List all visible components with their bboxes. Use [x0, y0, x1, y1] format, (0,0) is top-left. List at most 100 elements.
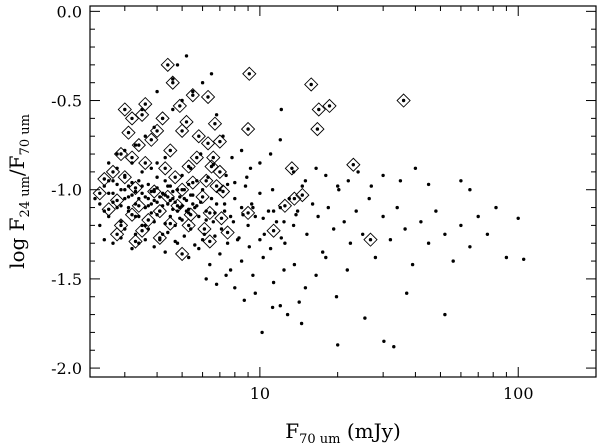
data-point	[316, 214, 320, 219]
diamond-point	[311, 102, 326, 117]
data-point	[163, 155, 167, 160]
diamond-marker	[109, 227, 125, 242]
diamond-center-dot	[246, 127, 250, 131]
data-point	[200, 238, 205, 242]
data-point	[214, 202, 219, 206]
data-point	[270, 305, 275, 310]
diamond-center-dot	[208, 211, 212, 215]
data-point	[345, 268, 349, 272]
diamond-point	[220, 225, 235, 240]
data-point	[233, 286, 237, 290]
diamond-marker	[92, 186, 107, 201]
diamond-point	[128, 180, 143, 196]
data-point	[246, 223, 250, 228]
diamond-point	[147, 184, 162, 199]
diamond-center-dot	[401, 98, 406, 103]
diamond-marker	[163, 216, 178, 231]
data-point	[219, 227, 224, 231]
data-point	[126, 195, 131, 199]
diamond-marker	[117, 170, 132, 185]
diamond-marker	[214, 211, 229, 226]
data-point	[107, 191, 111, 195]
diamond-center-dot	[197, 134, 201, 138]
data-point	[261, 255, 265, 260]
diamond-point	[189, 150, 204, 165]
diamond-center-dot	[140, 113, 144, 117]
diamond-marker	[149, 123, 165, 138]
data-point	[324, 173, 328, 178]
data-point	[209, 196, 214, 201]
data-point	[516, 216, 520, 220]
diamond-point	[105, 164, 121, 180]
data-point	[224, 173, 228, 178]
data-point	[155, 200, 159, 204]
data-point	[332, 227, 336, 231]
data-point	[204, 218, 208, 222]
diamond-marker	[131, 137, 146, 153]
data-point	[111, 179, 115, 183]
data-point	[228, 268, 233, 272]
data-point	[459, 179, 463, 183]
diamond-marker	[220, 225, 235, 240]
data-point	[233, 180, 237, 185]
diamond-center-dot	[351, 163, 355, 167]
data-point	[218, 252, 222, 256]
diamond-center-dot	[160, 116, 165, 121]
data-point	[297, 300, 301, 304]
data-point	[225, 241, 230, 245]
diamond-center-dot	[191, 93, 195, 97]
diamond-center-dot	[309, 82, 313, 87]
data-point	[266, 209, 271, 213]
diamond-center-dot	[221, 189, 225, 194]
data-point	[336, 184, 340, 188]
diamond-point	[215, 184, 231, 199]
data-point	[166, 184, 170, 188]
diamond-center-dot	[195, 155, 199, 160]
data-point	[133, 143, 138, 147]
diamond-marker	[277, 198, 293, 213]
diamond-center-dot	[143, 161, 147, 165]
diamond-center-dot	[130, 213, 134, 217]
data-point	[451, 259, 455, 263]
data-point	[171, 107, 175, 112]
data-point	[123, 148, 127, 153]
data-point	[214, 282, 219, 286]
diamond-marker	[189, 150, 204, 165]
diamond-center-dot	[200, 195, 205, 199]
diamond-center-dot	[211, 155, 215, 160]
diamond-center-dot	[123, 107, 127, 112]
data-point	[443, 312, 447, 317]
diamond-point	[97, 171, 112, 187]
data-point	[155, 175, 159, 179]
data-point	[278, 304, 282, 308]
diamond-marker	[199, 173, 214, 188]
data-point	[149, 202, 153, 206]
data-point	[98, 223, 102, 228]
data-point	[233, 196, 237, 201]
diamond-point	[284, 161, 300, 176]
diamond-marker	[160, 57, 175, 72]
diamond-center-dot	[133, 186, 138, 190]
data-point	[197, 246, 201, 251]
diamond-marker	[195, 189, 210, 204]
diamond-marker	[117, 102, 132, 117]
diamond-point	[185, 175, 200, 190]
diamond-marker	[266, 223, 281, 238]
data-point	[158, 195, 162, 199]
data-point	[143, 195, 147, 199]
diamond-point	[240, 121, 256, 137]
diamond-marker	[172, 98, 187, 114]
data-point	[268, 152, 273, 156]
data-point	[168, 184, 172, 188]
y-axis-label-sub1: 24 um	[18, 176, 33, 217]
diamond-marker	[346, 157, 361, 172]
diamond-center-dot	[166, 195, 170, 199]
data-point	[361, 232, 365, 236]
diamond-marker	[310, 121, 325, 137]
data-point	[274, 220, 279, 224]
data-point	[468, 245, 472, 249]
diamond-marker	[207, 116, 223, 131]
data-point	[291, 223, 296, 228]
diamond-marker	[204, 159, 219, 174]
diamond-marker	[242, 66, 257, 81]
